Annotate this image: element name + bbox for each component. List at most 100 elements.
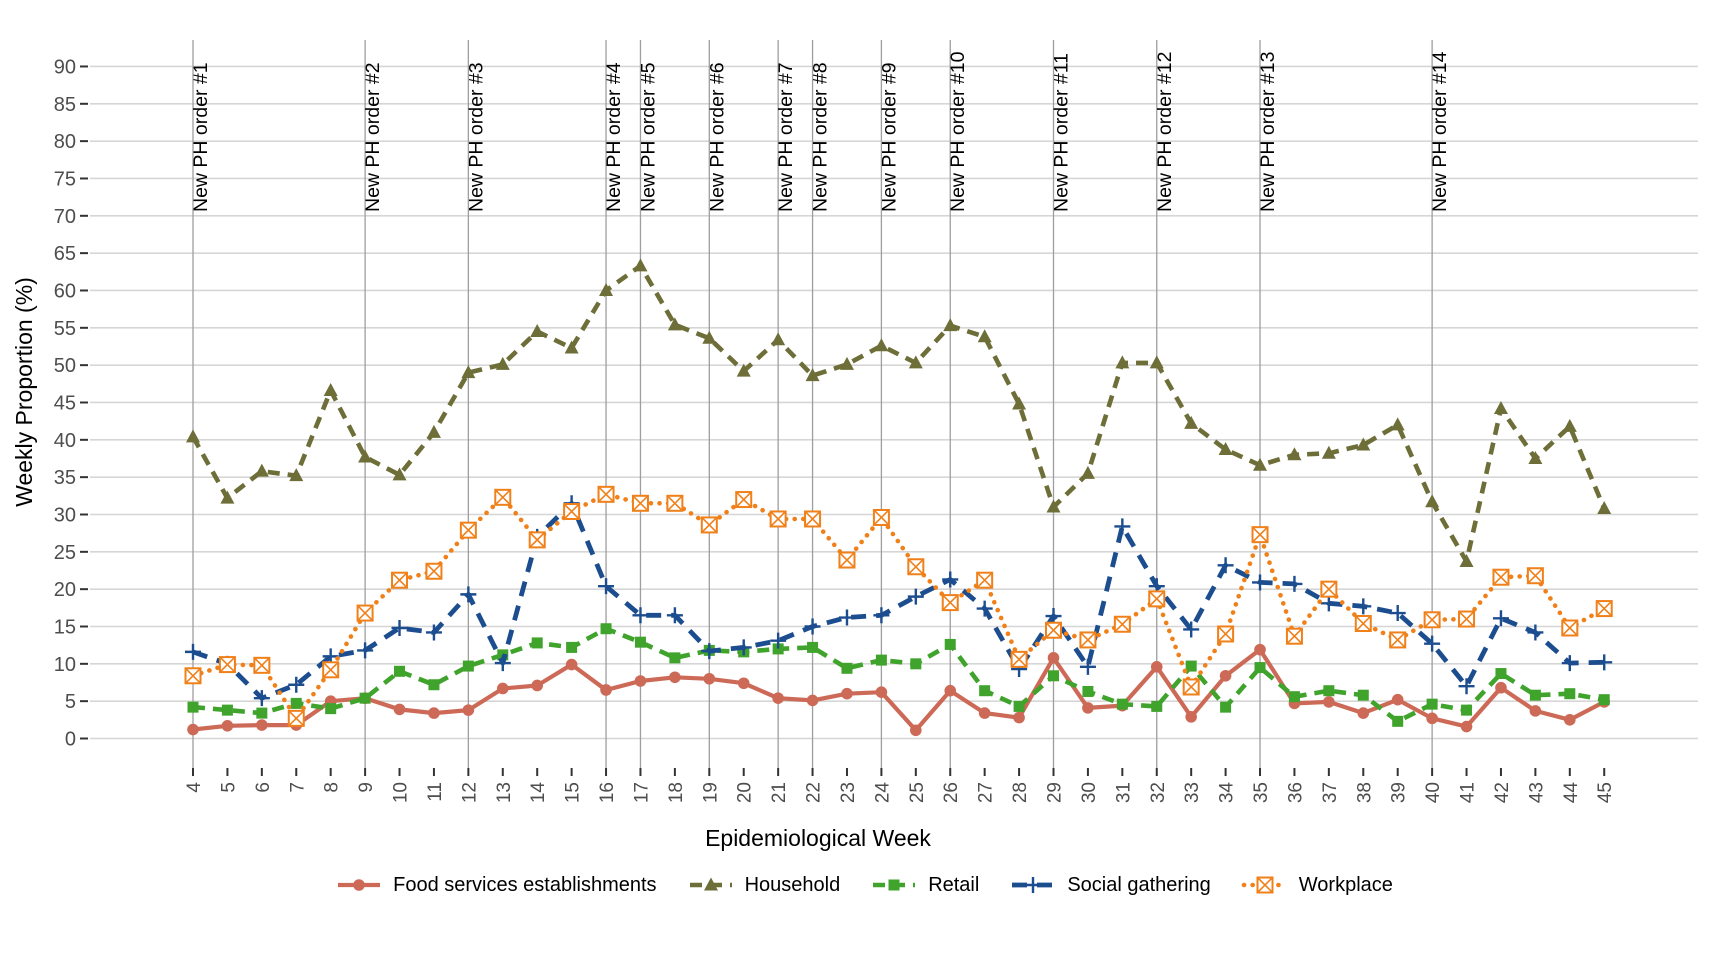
household-point-week-23 bbox=[839, 356, 854, 370]
x-tick-label-45: 45 bbox=[1595, 782, 1616, 803]
retail-point-week-16 bbox=[600, 623, 612, 635]
household-point-week-28 bbox=[1012, 396, 1027, 410]
household-point-week-18 bbox=[667, 317, 682, 331]
household-point-week-27 bbox=[977, 329, 992, 343]
x-tick-label-9: 9 bbox=[356, 782, 377, 793]
legend-marker-food-services-establishments bbox=[353, 879, 365, 891]
workplace-point-week-23 bbox=[838, 551, 856, 569]
crossed-square-x bbox=[184, 667, 202, 684]
household-point-week-16 bbox=[599, 282, 614, 296]
x-tick-label-39: 39 bbox=[1389, 782, 1410, 803]
ph-order-label-1: New PH order #1 bbox=[190, 62, 212, 212]
ph-order-label-2: New PH order #2 bbox=[362, 62, 384, 212]
food-services-establishments-point-week-26 bbox=[944, 684, 957, 697]
workplace-point-week-33 bbox=[1182, 678, 1200, 696]
retail-point-week-43 bbox=[1529, 689, 1541, 701]
food-services-establishments-point-week-11 bbox=[428, 707, 440, 719]
retail-point-week-41 bbox=[1461, 704, 1473, 716]
household-point-week-40 bbox=[1425, 494, 1440, 508]
legend-label-social-gathering: Social gathering bbox=[1067, 873, 1211, 896]
social-gathering-point-week-27 bbox=[976, 600, 993, 617]
retail-point-week-24 bbox=[875, 654, 887, 666]
workplace-point-week-14 bbox=[528, 531, 546, 549]
y-tick-label-45: 45 bbox=[54, 392, 76, 414]
food-services-establishments-point-week-21 bbox=[772, 692, 784, 704]
food-services-establishments-point-week-29 bbox=[1047, 652, 1060, 664]
food-services-establishments-point-week-24 bbox=[875, 686, 888, 699]
crossed-square-x bbox=[357, 604, 374, 622]
retail-point-week-30 bbox=[1082, 685, 1094, 697]
x-tick-label-6: 6 bbox=[253, 782, 274, 793]
x-tick-label-11: 11 bbox=[425, 782, 446, 802]
retail-point-week-44 bbox=[1564, 688, 1576, 700]
food-services-establishments-point-week-5 bbox=[221, 720, 234, 732]
crossed-square-x bbox=[838, 551, 856, 569]
series-line-food-services-establishments bbox=[192, 647, 1606, 733]
workplace-point-week-35 bbox=[1251, 526, 1269, 544]
workplace-point-week-20 bbox=[735, 491, 753, 509]
workplace-point-week-43 bbox=[1526, 567, 1544, 585]
ph-order-labels: New PH order #1 New PH order #2 New PH ord… bbox=[190, 51, 1451, 212]
series-line-household bbox=[190, 263, 1607, 564]
social-gathering-point-week-4 bbox=[185, 643, 201, 660]
crossed-square-x bbox=[1320, 581, 1337, 598]
workplace-point-week-6 bbox=[253, 656, 271, 674]
retail-point-week-15 bbox=[566, 641, 578, 653]
x-tick-label-33: 33 bbox=[1182, 782, 1203, 803]
gridlines bbox=[90, 65, 1698, 740]
x-tick-label-22: 22 bbox=[804, 782, 825, 803]
workplace-point-week-9 bbox=[356, 604, 374, 622]
household-point-week-9 bbox=[358, 449, 373, 463]
ph-order-label-7: New PH order #7 bbox=[775, 62, 797, 212]
workplace-point-week-19 bbox=[700, 516, 718, 534]
social-gathering-point-week-40 bbox=[1424, 635, 1441, 652]
retail-point-week-25 bbox=[910, 658, 922, 670]
social-gathering-point-week-23 bbox=[838, 609, 855, 626]
household-point-week-24 bbox=[874, 338, 889, 352]
household-point-week-34 bbox=[1218, 442, 1233, 456]
x-tick-label-32: 32 bbox=[1148, 782, 1169, 803]
food-services-establishments-point-week-34 bbox=[1219, 669, 1232, 682]
household-point-week-11 bbox=[426, 424, 441, 438]
legend-marker-retail bbox=[888, 879, 900, 891]
household-point-week-6 bbox=[254, 463, 269, 477]
crossed-square-x bbox=[322, 661, 339, 678]
food-services-establishments-point-week-37 bbox=[1323, 696, 1335, 708]
retail-point-week-37 bbox=[1323, 685, 1335, 697]
social-gathering-point-week-34 bbox=[1217, 557, 1234, 574]
social-gathering-point-week-36 bbox=[1286, 575, 1303, 592]
household-point-week-21 bbox=[771, 332, 786, 346]
household-point-week-35 bbox=[1253, 457, 1268, 471]
retail-point-week-33 bbox=[1185, 660, 1197, 672]
crossed-square-x bbox=[597, 486, 615, 503]
social-gathering-point-week-30 bbox=[1079, 658, 1096, 675]
social-gathering-point-week-26 bbox=[942, 571, 959, 588]
household-point-week-26 bbox=[943, 318, 958, 332]
y-tick-label-70: 70 bbox=[54, 206, 76, 228]
y-axis-ticks: 0 5 10 15 20 25 30 35 40 45 50 55 60 65 70 75 80 85 90 bbox=[54, 56, 88, 751]
crossed-square-x bbox=[1045, 622, 1062, 639]
social-gathering-point-week-19 bbox=[701, 643, 718, 660]
x-tick-label-34: 34 bbox=[1217, 782, 1238, 804]
retail-point-week-10 bbox=[394, 665, 406, 677]
workplace-point-week-44 bbox=[1561, 619, 1579, 637]
crossed-square-x bbox=[1561, 619, 1578, 637]
workplace-point-week-16 bbox=[597, 485, 615, 503]
y-tick-label-65: 65 bbox=[54, 243, 76, 265]
retail-point-week-5 bbox=[221, 704, 233, 716]
crossed-square-x bbox=[1286, 628, 1303, 645]
retail-point-week-26 bbox=[944, 638, 956, 650]
workplace-point-week-17 bbox=[631, 494, 649, 512]
social-gathering-point-week-21 bbox=[770, 632, 787, 649]
household-point-week-22 bbox=[805, 368, 820, 382]
crossed-square-x bbox=[529, 531, 546, 548]
x-tick-label-20: 20 bbox=[735, 782, 756, 803]
social-gathering-point-week-17 bbox=[632, 607, 649, 624]
workplace-point-week-30 bbox=[1079, 631, 1097, 649]
series-lines bbox=[184, 258, 1613, 737]
food-services-establishments-point-week-10 bbox=[393, 703, 406, 716]
household-point-week-8 bbox=[323, 383, 338, 397]
household-point-week-17 bbox=[633, 258, 648, 272]
food-services-establishments-point-week-14 bbox=[531, 679, 543, 692]
